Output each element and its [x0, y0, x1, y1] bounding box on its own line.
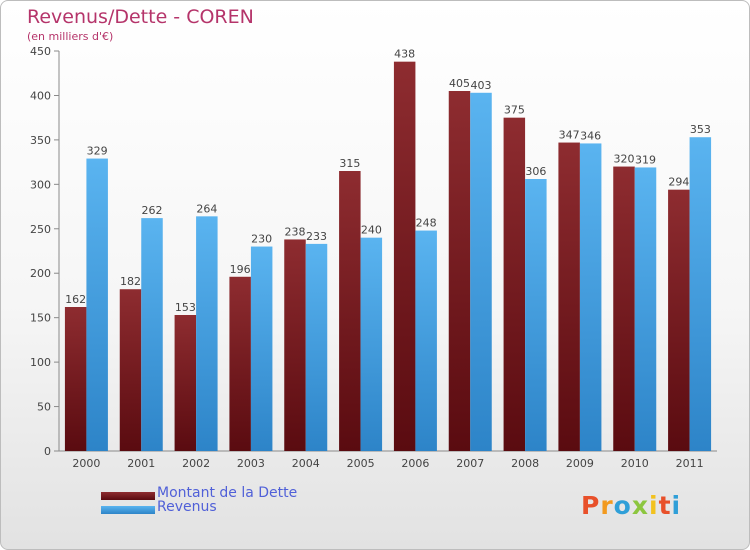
y-tick-label: 0 — [44, 445, 51, 458]
logo-letter: o — [613, 491, 632, 520]
x-tick-label: 2005 — [347, 457, 375, 470]
data-label-revenue: 240 — [361, 224, 382, 237]
x-tick-label: 2002 — [182, 457, 210, 470]
bar-revenue — [470, 92, 492, 452]
data-label-debt: 182 — [120, 275, 141, 288]
data-label-revenue: 230 — [251, 233, 272, 246]
y-tick-label: 400 — [30, 89, 51, 102]
bar-revenue — [415, 230, 437, 451]
bar-debt — [174, 315, 197, 451]
data-label-revenue: 248 — [416, 217, 437, 230]
proxiti-logo: Proxiti — [581, 491, 681, 520]
x-tick-label: 2009 — [566, 457, 594, 470]
bar-revenue — [634, 167, 657, 451]
data-label-revenue: 262 — [142, 204, 163, 217]
logo-letter: x — [631, 491, 649, 520]
bar-revenue — [579, 143, 602, 451]
bar-debt — [284, 239, 306, 451]
y-tick-label: 50 — [37, 401, 51, 414]
bar-debt — [229, 276, 251, 451]
y-tick-label: 150 — [30, 312, 51, 325]
bar-revenue — [196, 216, 218, 451]
data-label-revenue: 233 — [306, 230, 327, 243]
bar-revenue — [689, 137, 712, 451]
data-labels: 162 329 182 262 153 264 196 230 238 233 315 240 438 2… — [65, 48, 711, 314]
data-label-debt: 315 — [339, 157, 360, 170]
x-axis: 2000 2001 2002 2003 2004 2005 2006 2007 2008 2009… — [59, 450, 717, 470]
data-label-debt: 405 — [449, 77, 470, 90]
y-axis: 0 50 100 150 200 250 300 350 400 450 — [30, 45, 60, 458]
bar-revenue — [141, 218, 163, 451]
data-label-revenue: 353 — [690, 123, 711, 136]
y-tick-label: 100 — [30, 356, 51, 369]
legend-label-debt: Montant de la Dette — [157, 485, 298, 501]
x-tick-label: 2001 — [127, 457, 155, 470]
logo-letter: i — [649, 491, 659, 520]
data-label-revenue: 403 — [471, 79, 492, 92]
bar-debt — [64, 307, 87, 451]
data-label-debt: 438 — [394, 48, 415, 61]
bar-revenue — [250, 246, 273, 451]
legend-swatch-debt — [101, 492, 155, 500]
y-tick-label: 300 — [30, 178, 51, 191]
bar-debt — [448, 91, 471, 451]
data-label-debt: 238 — [285, 225, 306, 238]
chart-subtitle: (en milliers d'€) — [27, 30, 114, 43]
bar-debt — [668, 189, 690, 451]
data-label-revenue: 306 — [525, 165, 546, 178]
data-label-debt: 347 — [559, 129, 580, 142]
bar-revenue — [360, 237, 383, 451]
x-tick-label: 2007 — [456, 457, 484, 470]
x-tick-label: 2008 — [511, 457, 539, 470]
y-tick-label: 200 — [30, 267, 51, 280]
logo-letter: i — [671, 491, 682, 520]
legend-swatch-revenue — [101, 506, 155, 514]
bar-debt — [119, 289, 142, 451]
x-tick-label: 2006 — [401, 457, 429, 470]
y-tick-label: 350 — [30, 134, 51, 147]
data-label-revenue: 264 — [196, 202, 217, 215]
bar-debt — [558, 142, 580, 452]
data-label-debt: 153 — [175, 301, 196, 314]
y-tick-label: 250 — [30, 223, 51, 236]
x-tick-label: 2004 — [292, 457, 320, 470]
logo-letter: t — [658, 491, 672, 520]
logo-letter: r — [600, 491, 614, 520]
bar-debt — [339, 171, 361, 451]
legend-label-revenue: Revenus — [157, 499, 217, 515]
data-label-revenue: 319 — [635, 153, 656, 166]
data-label-revenue: 346 — [580, 129, 601, 142]
bars — [64, 61, 712, 452]
data-label-debt: 196 — [230, 263, 251, 276]
bar-revenue — [525, 179, 547, 451]
x-tick-label: 2011 — [676, 457, 704, 470]
bar-debt — [503, 117, 526, 452]
y-tick-label: 450 — [30, 45, 51, 58]
data-label-debt: 162 — [65, 293, 86, 306]
bar-revenue — [305, 243, 328, 451]
data-label-debt: 320 — [614, 153, 635, 166]
bar-debt — [613, 166, 635, 452]
x-tick-label: 2000 — [72, 457, 100, 470]
logo-letter: P — [581, 491, 601, 520]
data-label-debt: 375 — [504, 104, 525, 117]
data-label-debt: 294 — [668, 176, 689, 189]
x-tick-label: 2003 — [237, 457, 265, 470]
data-label-revenue: 329 — [87, 145, 108, 158]
chart-title: Revenus/Dette - COREN — [27, 6, 254, 28]
x-tick-label: 2010 — [621, 457, 649, 470]
bar-debt — [393, 61, 416, 452]
bar-revenue — [86, 158, 108, 452]
